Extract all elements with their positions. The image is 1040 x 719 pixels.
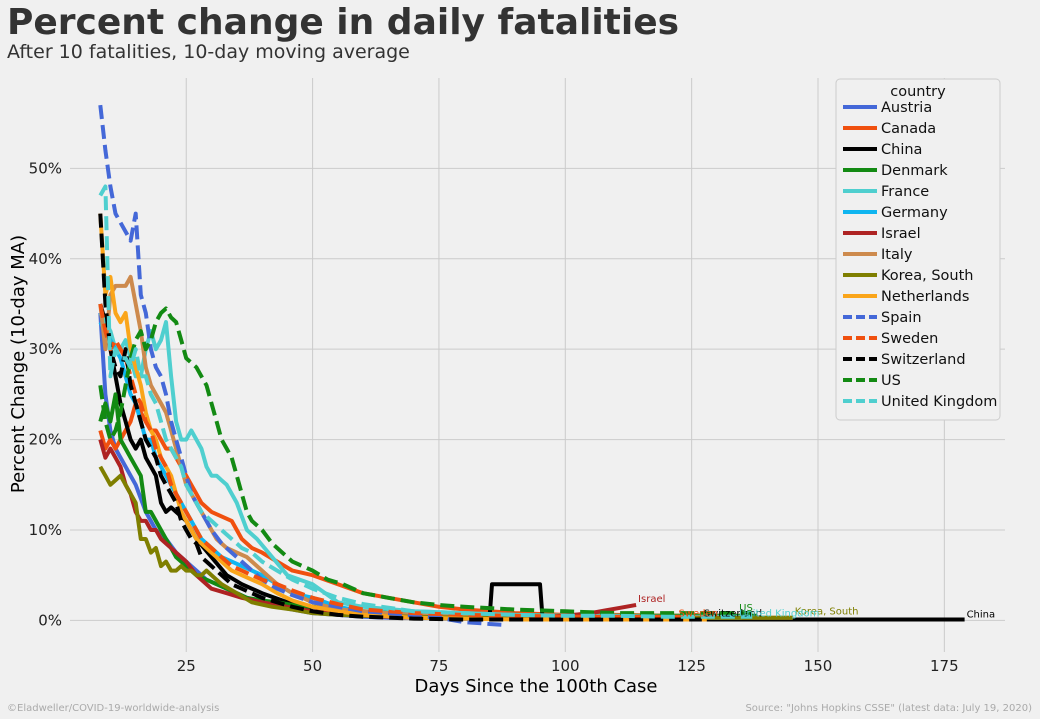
series-lines [98, 104, 965, 627]
legend-title: country [890, 84, 946, 100]
series-line-sweden [98, 303, 692, 619]
series-line-netherlands [98, 213, 707, 622]
chart-subtitle: After 10 fatalities, 10-day moving avera… [7, 41, 410, 63]
series-line-us [98, 306, 753, 616]
y-tick-label: 10% [29, 521, 62, 539]
x-tick-label: 175 [930, 657, 959, 675]
series-line-austria [98, 312, 753, 621]
y-tick-label: 40% [29, 250, 62, 268]
legend-entry: Spain [881, 310, 922, 326]
end-label: Switzerland [704, 609, 762, 620]
series-line-switzerland [98, 213, 702, 622]
legend: country Austria Canada China Denmark France G… [835, 78, 1001, 421]
legend-box [835, 78, 1001, 421]
end-label: United Kingdom [739, 609, 819, 620]
end-label: China [967, 609, 996, 620]
legend-entry: Austria [881, 100, 932, 116]
series-line-spain [98, 104, 505, 627]
x-tick-label: 150 [804, 657, 833, 675]
footer-source: Source: "Johns Hopkins CSSE" (latest dat… [745, 703, 1032, 714]
x-tick-label: 125 [677, 657, 706, 675]
legend-entry: Korea, South [881, 268, 973, 284]
end-label: Korea, South [795, 607, 859, 618]
y-tick-label: 30% [29, 340, 62, 358]
series-line-canada [98, 401, 743, 618]
legend-entry: Sweden [881, 331, 938, 347]
y-tick-labels: 0% 10% 20% 30% 40% 50% [29, 159, 62, 629]
legend-entry: Switzerland [881, 352, 966, 368]
y-tick-label: 0% [38, 611, 62, 629]
series-line-united-kingdom [98, 184, 753, 619]
x-tick-label: 25 [177, 657, 196, 675]
end-label: Sweden [678, 609, 718, 620]
y-tick-label: 20% [29, 431, 62, 449]
legend-entry: Netherlands [881, 289, 969, 305]
end-label: Israel [638, 594, 665, 605]
legend-entry: US [881, 373, 901, 389]
legend-entry: China [881, 142, 922, 158]
legend-items: Austria Canada China Denmark France Germany Is… [843, 100, 997, 410]
legend-entry: Denmark [881, 163, 948, 179]
legend-entry: Germany [881, 205, 948, 221]
series-line-china [98, 303, 965, 622]
x-tick-labels: 25 50 75 100 125 150 175 [177, 657, 959, 675]
x-tick-label: 75 [429, 657, 448, 675]
end-label: US [739, 603, 753, 614]
legend-entry: Canada [881, 121, 936, 137]
legend-entry: Israel [881, 226, 921, 242]
legend-entry: United Kingdom [881, 394, 997, 410]
legend-entry: France [881, 184, 929, 200]
y-axis-label: Percent Change (10-day MA) [8, 235, 29, 493]
chart-title: Percent change in daily fatalities [7, 2, 679, 43]
legend-entry: Italy [881, 247, 913, 263]
y-tick-label: 50% [29, 159, 62, 177]
footer-credit: ©Eladweller/COVID-19-worldwide-analysis [7, 703, 219, 714]
series-line-italy [98, 274, 793, 620]
x-tick-label: 100 [551, 657, 580, 675]
x-tick-label: 50 [303, 657, 322, 675]
x-axis-label: Days Since the 100th Case [414, 676, 657, 697]
